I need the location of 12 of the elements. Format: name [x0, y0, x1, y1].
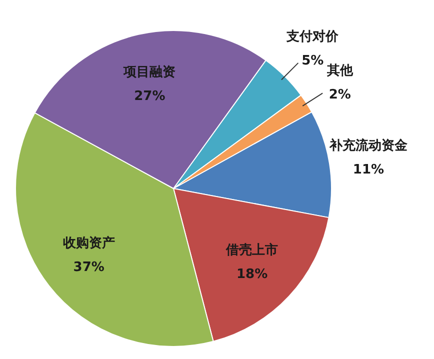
data-label: 27% — [134, 89, 166, 104]
slice-label: 补充流动资金 — [328, 137, 408, 154]
slice-label: 项目融资 — [122, 65, 176, 80]
slice-label: 借壳上市 — [225, 242, 278, 258]
data-label: 5% — [302, 54, 324, 69]
data-label: 37% — [73, 260, 104, 276]
slice-label: 支付对价 — [286, 30, 340, 45]
data-label: 18% — [236, 267, 268, 282]
data-label: 2% — [328, 87, 351, 102]
data-label: 11% — [352, 162, 384, 178]
slice-label: 收购资产 — [62, 235, 115, 252]
slice-label: 其他 — [326, 63, 354, 78]
